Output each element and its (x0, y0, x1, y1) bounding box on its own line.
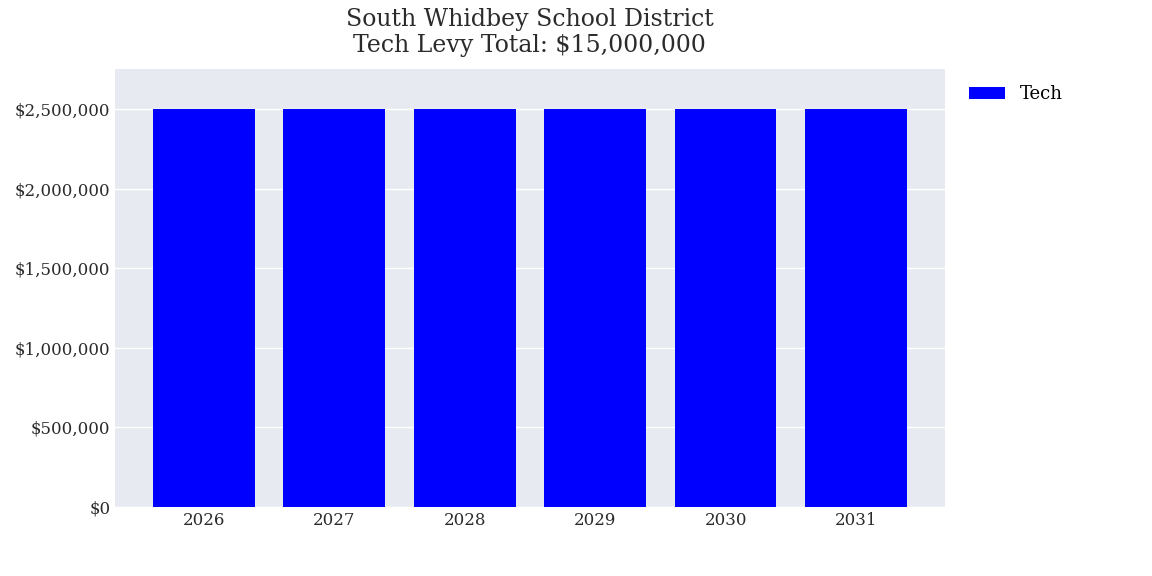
Bar (283, 109, 385, 507)
Title: South Whidbey School District
Tech Levy Total: $15,000,000: South Whidbey School District Tech Levy … (346, 8, 714, 58)
Legend: Tech: Tech (962, 78, 1070, 111)
Bar (153, 109, 255, 507)
Bar (675, 109, 776, 507)
Bar (805, 109, 907, 507)
Bar (414, 109, 516, 507)
Bar (544, 109, 646, 507)
